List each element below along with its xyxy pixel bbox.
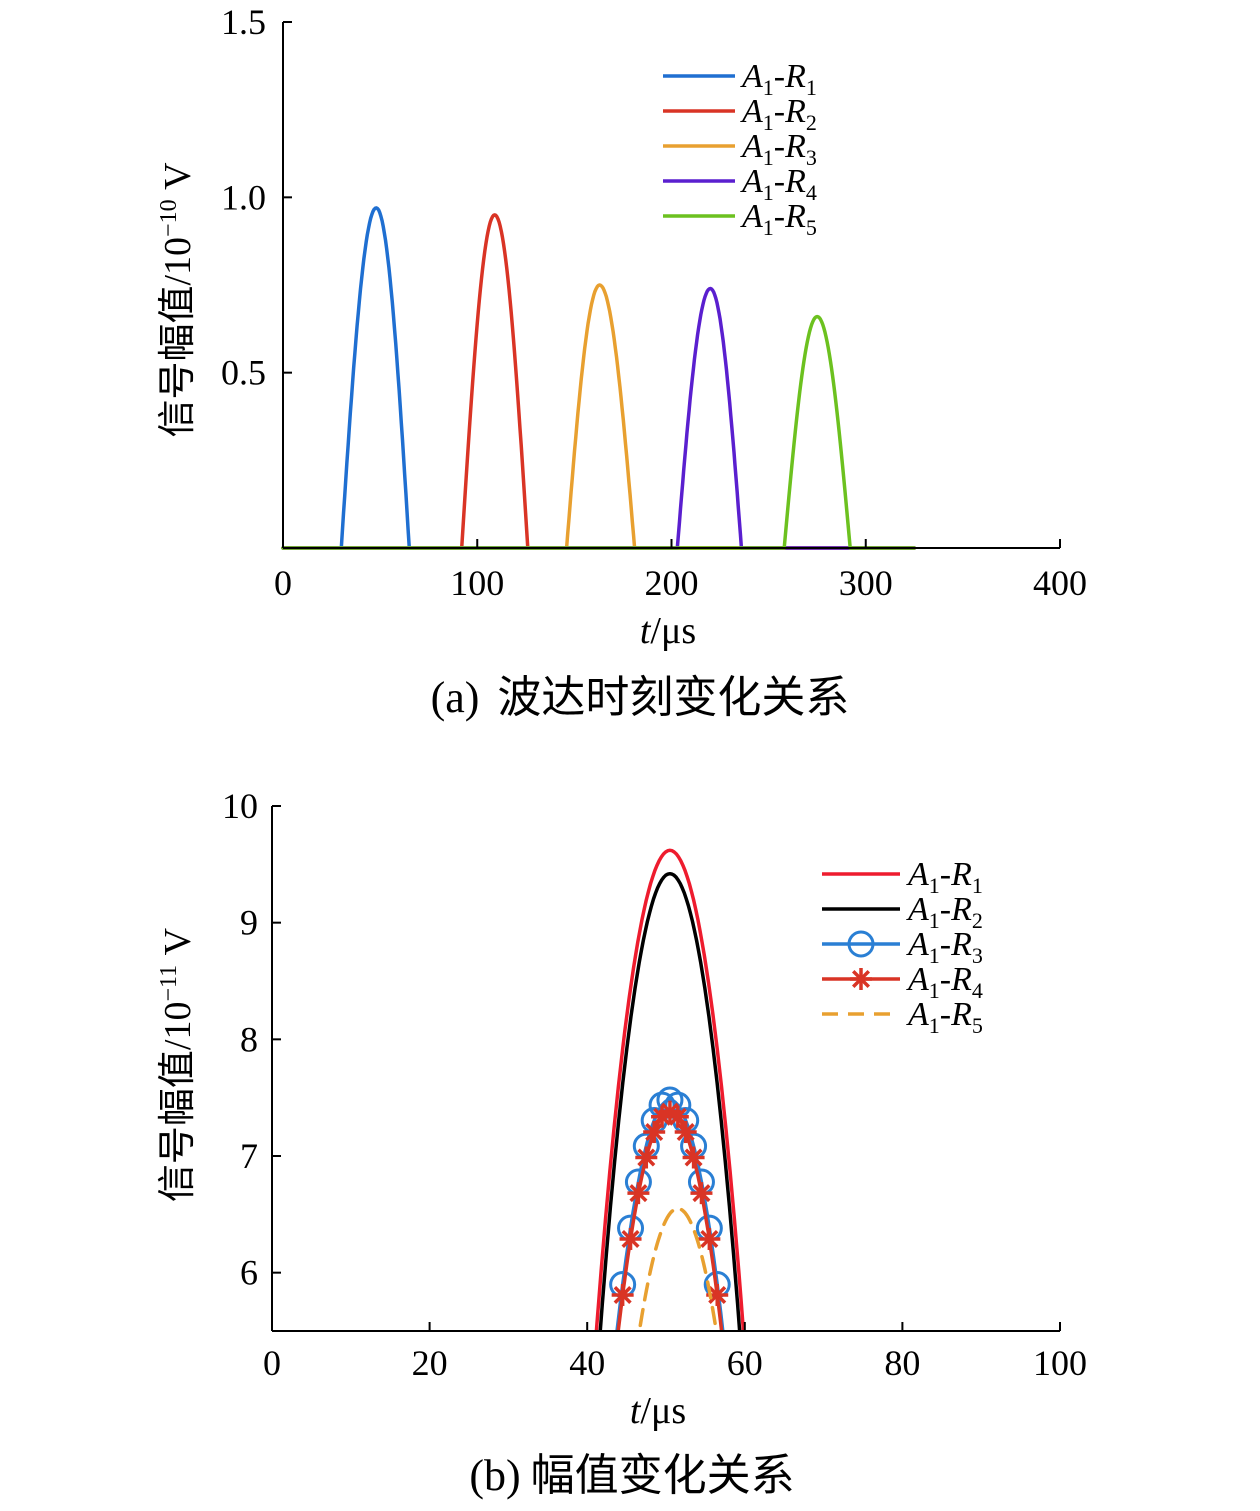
panel-a-legend-label: A1-R1 (740, 58, 817, 100)
panel-b-legend-label: A1-R3 (906, 926, 983, 968)
panel-b-y-axis-title: 信号幅值/10−11 V (156, 927, 199, 1202)
panel-b-caption: (b) 幅值变化关系 (469, 1451, 794, 1500)
panel-b-marker-4 (682, 1146, 705, 1169)
panel-a-y-tick-label: 1.5 (221, 2, 266, 42)
panel-b-series-line-2 (598, 871, 742, 1331)
panel-b-legend-label: A1-R1 (906, 856, 983, 898)
panel-a-legend-label: A1-R3 (740, 128, 817, 170)
panel-a-caption: (a) 波达时刻变化关系 (431, 673, 850, 722)
panel-a-y-tick-label: 1.0 (221, 177, 266, 217)
panel-b-marker-4 (666, 1105, 689, 1128)
panel-b-x-tick-label: 100 (1033, 1343, 1087, 1383)
panel-b-ticks: 0 20 40 60 80 100 6 7 8 9 10 (222, 786, 1087, 1383)
panel-a-series-line-5 (281, 314, 917, 550)
panel-a-x-tick-label: 300 (839, 563, 893, 603)
panel-b-legend-label: A1-R4 (906, 961, 983, 1003)
panel-a-ticks: 0 100 200 300 400 0.5 1.0 1.5 (221, 2, 1087, 603)
panel-b-x-tick-label: 80 (884, 1343, 920, 1383)
panel-b-legend-marker-4 (850, 968, 872, 990)
panel-a-x-axis-title: t/μs (640, 610, 696, 652)
panel-b-axes (271, 806, 1060, 1332)
panel-b-x-tick-label: 0 (263, 1343, 281, 1383)
panel-a-series-group (281, 206, 917, 550)
panel-b-marker-4 (643, 1121, 666, 1144)
panel-b-marker-4 (651, 1105, 674, 1128)
panel-a-axes (282, 22, 1060, 549)
panel-a-x-tick-label: 100 (450, 563, 504, 603)
panel-b-legend-label: A1-R5 (906, 996, 983, 1038)
panel-a-legend-label: A1-R5 (740, 198, 817, 240)
panel-b-legend-label: A1-R2 (906, 891, 983, 933)
panel-a-x-tick-label: 0 (274, 563, 292, 603)
panel-b-marker-4 (690, 1182, 713, 1205)
panel-b-x-axis-title: t/μs (630, 1390, 686, 1432)
panel-b-marker-4 (619, 1227, 642, 1250)
panel-b-y-tick-label: 10 (222, 786, 258, 826)
panel-b-y-tick-label: 7 (240, 1136, 258, 1176)
panel-b-marker-4 (627, 1182, 650, 1205)
panel-a-legend-label: A1-R2 (740, 93, 817, 135)
panel-a-y-axis-title: 信号幅值/10−10 V (156, 162, 199, 438)
panel-b-chart: 0 20 40 60 80 100 6 7 8 9 10 A1-R1A1-R2A1-R3A1-R4A… (156, 786, 1087, 1500)
panel-a-series-line-4 (281, 286, 917, 550)
panel-b-x-tick-label: 60 (727, 1343, 763, 1383)
panel-a-series-line-3 (281, 283, 917, 550)
panel-b-legend-marker-3 (847, 930, 875, 958)
panel-a-series-line-1 (281, 206, 917, 550)
panel-b-series-line-1 (594, 848, 746, 1331)
panel-b-marker-4 (635, 1146, 658, 1169)
panel-b-marker-4 (611, 1283, 634, 1306)
panel-b-y-tick-label: 9 (240, 903, 258, 943)
panel-a-x-tick-label: 400 (1033, 563, 1087, 603)
panel-b-y-tick-label: 8 (240, 1019, 258, 1059)
panel-b-marker-4 (674, 1121, 697, 1144)
panel-b-marker-4 (698, 1227, 721, 1250)
panel-b-x-tick-label: 20 (412, 1343, 448, 1383)
panel-b-series-line-4 (616, 1109, 724, 1331)
panel-a-x-tick-label: 200 (645, 563, 699, 603)
panel-b-x-tick-label: 40 (569, 1343, 605, 1383)
panel-a-series-line-2 (281, 213, 917, 550)
panel-b-y-tick-label: 6 (240, 1253, 258, 1293)
panel-b-series-group (594, 848, 746, 1331)
panel-a-y-tick-label: 0.5 (221, 353, 266, 393)
panel-a-legend-label: A1-R4 (740, 163, 817, 205)
